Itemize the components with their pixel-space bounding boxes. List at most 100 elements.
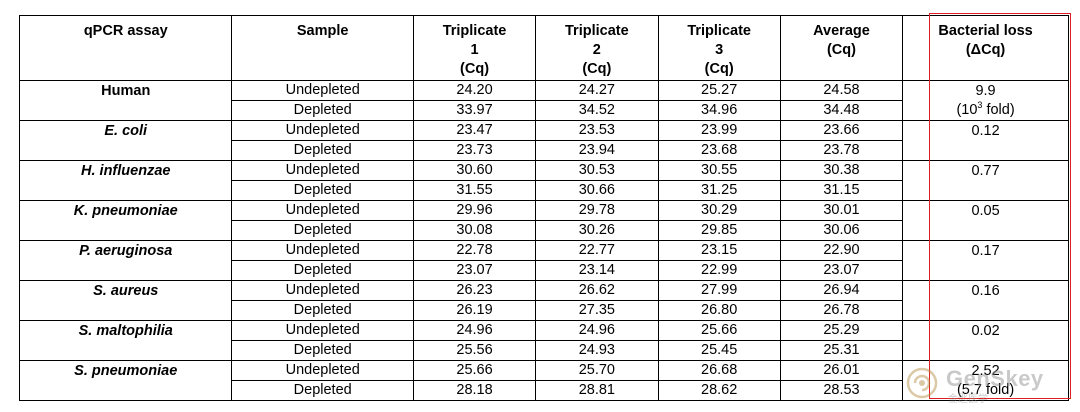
watermark-subtext: 金匙医学 — [948, 394, 988, 405]
bacterial-loss-value: 0.02 — [971, 323, 1000, 339]
cq-value-cell: 30.60 — [412, 160, 537, 181]
cq-value-cell: 26.68 — [657, 360, 781, 381]
cq-value-cell: 23.99 — [657, 120, 781, 141]
fold-note-suffix: fold) — [982, 102, 1015, 118]
cq-value-cell: 26.62 — [535, 280, 659, 301]
assay-name-cell: P. aeruginosa — [18, 240, 233, 281]
cq-value-cell: 24.96 — [412, 320, 537, 341]
table-row: Depleted 30.08 30.26 29.85 30.06 — [20, 220, 1069, 241]
cq-value-cell: 27.35 — [535, 300, 659, 321]
header-trip2-line3: (Cq) — [582, 61, 612, 77]
cq-value-cell: 27.99 — [657, 280, 781, 301]
cq-value-cell: 26.80 — [657, 300, 781, 321]
bacterial-loss-fold-note: (103 fold) — [956, 100, 1015, 118]
cq-value-cell: 30.08 — [412, 220, 537, 241]
cq-value-cell: 23.07 — [779, 260, 904, 281]
cq-value-cell: 23.07 — [412, 260, 537, 281]
cq-value-cell: 31.55 — [412, 180, 537, 201]
header-loss-line1: Bacterial loss — [938, 23, 1033, 39]
header-trip1-line3: (Cq) — [460, 61, 490, 77]
header-triplicate-3: Triplicate 3 (Cq) — [657, 15, 781, 81]
table-row: Depleted 26.19 27.35 26.80 26.78 — [20, 300, 1069, 321]
cq-value-cell: 30.26 — [535, 220, 659, 241]
sample-cell: Undepleted — [231, 320, 414, 341]
header-assay: qPCR assay — [18, 15, 233, 81]
header-trip1-line1: Triplicate — [442, 23, 507, 39]
cq-value-cell: 29.78 — [535, 200, 659, 221]
sample-cell: Undepleted — [231, 160, 414, 181]
header-bacterial-loss: Bacterial loss (ΔCq) — [902, 15, 1069, 81]
bacterial-loss-cell: 0.77 — [902, 160, 1069, 201]
assay-name-cell: E. coli — [18, 120, 233, 161]
sample-cell: Depleted — [231, 340, 414, 361]
header-sample: Sample — [231, 15, 414, 81]
assay-name-cell: K. pneumoniae — [18, 200, 233, 241]
sample-cell: Depleted — [231, 220, 414, 241]
cq-value-cell: 24.58 — [779, 80, 904, 101]
assay-name-cell: Human — [18, 80, 233, 121]
bacterial-loss-cell: 0.02 — [902, 320, 1069, 361]
bacterial-loss-value: 0.16 — [971, 283, 1000, 299]
cq-value-cell: 25.56 — [412, 340, 537, 361]
cq-value-cell: 26.19 — [412, 300, 537, 321]
bacterial-loss-value: 0.77 — [971, 163, 1000, 179]
cq-value-cell: 25.31 — [779, 340, 904, 361]
bacterial-loss-value: 0.05 — [971, 203, 1000, 219]
cq-value-cell: 22.99 — [657, 260, 781, 281]
sample-cell: Depleted — [231, 380, 414, 401]
cq-value-cell: 34.52 — [535, 100, 659, 121]
cq-value-cell: 22.77 — [535, 240, 659, 261]
cq-value-cell: 26.78 — [779, 300, 904, 321]
table-row: P. aeruginosa Undepleted 22.78 22.77 23.15 22… — [18, 240, 1069, 281]
table-row: Depleted 23.07 23.14 22.99 23.07 — [20, 260, 1069, 281]
cq-value-cell: 34.96 — [657, 100, 781, 121]
cq-value-cell: 23.53 — [535, 120, 659, 141]
cq-value-cell: 24.93 — [535, 340, 659, 361]
genskey-logo-icon — [906, 367, 938, 399]
cq-value-cell: 31.25 — [657, 180, 781, 201]
fold-note-prefix: (10 — [956, 102, 978, 118]
cq-value-cell: 30.01 — [779, 200, 904, 221]
header-loss-line2: (ΔCq) — [965, 42, 1006, 58]
table-row: H. influenzae Undepleted 30.60 30.53 30.55 30… — [18, 160, 1069, 201]
watermark-text: GenSkey — [946, 366, 1044, 391]
assay-name-cell: H. influenzae — [18, 160, 233, 201]
table-row: Depleted 33.97 34.52 34.96 34.48 — [20, 100, 1069, 121]
assay-name-cell: S. maltophilia — [18, 320, 233, 361]
table-row: Depleted 31.55 30.66 31.25 31.15 — [20, 180, 1069, 201]
sample-cell: Undepleted — [231, 240, 414, 261]
watermark: GenSkey 金匙医学 — [902, 365, 1072, 405]
qpcr-results-table: qPCR assay Sample Triplicate 1 (Cq) Trip… — [18, 15, 1069, 401]
cq-value-cell: 29.96 — [412, 200, 537, 221]
cq-value-cell: 24.27 — [535, 80, 659, 101]
table-row: Depleted 28.18 28.81 28.62 28.53 — [20, 380, 1069, 401]
cq-value-cell: 25.66 — [657, 320, 781, 341]
cq-value-cell: 28.53 — [779, 380, 904, 401]
cq-value-cell: 24.96 — [535, 320, 659, 341]
sample-cell: Undepleted — [231, 280, 414, 301]
sample-cell: Depleted — [231, 300, 414, 321]
table-header: qPCR assay Sample Triplicate 1 (Cq) Trip… — [18, 15, 1069, 81]
header-average: Average (Cq) — [779, 15, 904, 81]
cq-value-cell: 23.15 — [657, 240, 781, 261]
sample-cell: Depleted — [231, 260, 414, 281]
cq-value-cell: 30.06 — [779, 220, 904, 241]
cq-value-cell: 23.78 — [779, 140, 904, 161]
cq-value-cell: 30.29 — [657, 200, 781, 221]
cq-value-cell: 25.70 — [535, 360, 659, 381]
header-trip3-line3: (Cq) — [704, 61, 734, 77]
fold-note-exponent: 3 — [977, 100, 983, 111]
bacterial-loss-value: 2.52 — [971, 363, 1000, 379]
cq-value-cell: 23.47 — [412, 120, 537, 141]
header-trip2-line2: 2 — [592, 42, 601, 58]
cq-value-cell: 34.48 — [779, 100, 904, 121]
bacterial-loss-value: 0.17 — [971, 243, 1000, 259]
cq-value-cell: 26.23 — [412, 280, 537, 301]
cq-value-cell: 26.94 — [779, 280, 904, 301]
sample-cell: Depleted — [231, 140, 414, 161]
bacterial-loss-cell: 0.05 — [902, 200, 1069, 241]
cq-value-cell: 29.85 — [657, 220, 781, 241]
cq-value-cell: 26.01 — [779, 360, 904, 381]
bacterial-loss-cell: 0.17 — [902, 240, 1069, 281]
cq-value-cell: 23.66 — [779, 120, 904, 141]
